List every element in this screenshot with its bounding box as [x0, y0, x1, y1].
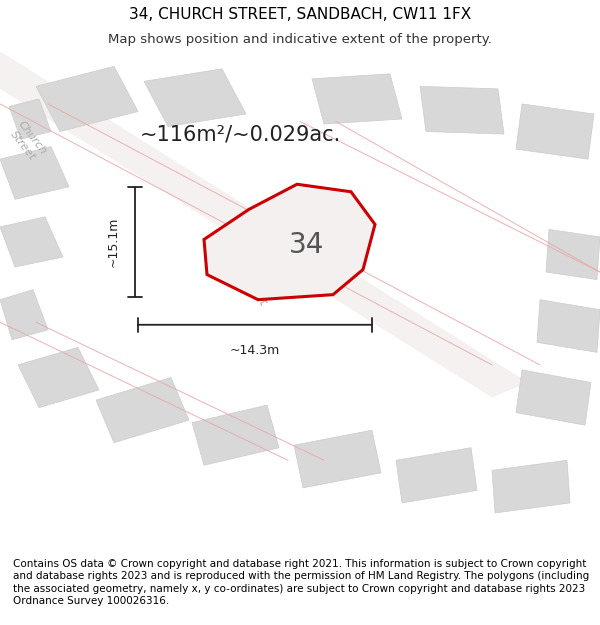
Polygon shape — [420, 86, 504, 134]
Polygon shape — [36, 66, 138, 131]
Polygon shape — [192, 405, 279, 465]
Polygon shape — [0, 147, 69, 199]
Polygon shape — [144, 69, 246, 126]
Polygon shape — [0, 289, 48, 340]
Text: ~14.3m: ~14.3m — [230, 344, 280, 357]
Polygon shape — [204, 184, 375, 299]
Polygon shape — [516, 104, 594, 159]
Text: Church Street: Church Street — [205, 231, 269, 308]
Polygon shape — [546, 229, 600, 279]
Polygon shape — [294, 430, 381, 488]
Polygon shape — [312, 74, 402, 124]
Text: 34: 34 — [289, 231, 324, 259]
Polygon shape — [18, 348, 99, 408]
Text: Contains OS data © Crown copyright and database right 2021. This information is : Contains OS data © Crown copyright and d… — [13, 559, 589, 606]
Text: Map shows position and indicative extent of the property.: Map shows position and indicative extent… — [108, 34, 492, 46]
Text: Church
Street: Church Street — [7, 119, 47, 164]
Polygon shape — [396, 448, 477, 503]
Polygon shape — [516, 370, 591, 425]
Polygon shape — [492, 460, 570, 513]
Polygon shape — [0, 217, 63, 267]
Text: ~15.1m: ~15.1m — [107, 217, 120, 267]
Polygon shape — [537, 299, 600, 352]
Polygon shape — [0, 51, 528, 398]
Polygon shape — [96, 378, 189, 442]
Text: 34, CHURCH STREET, SANDBACH, CW11 1FX: 34, CHURCH STREET, SANDBACH, CW11 1FX — [129, 7, 471, 22]
Text: ~116m²/~0.029ac.: ~116m²/~0.029ac. — [139, 124, 341, 144]
Polygon shape — [9, 99, 51, 139]
